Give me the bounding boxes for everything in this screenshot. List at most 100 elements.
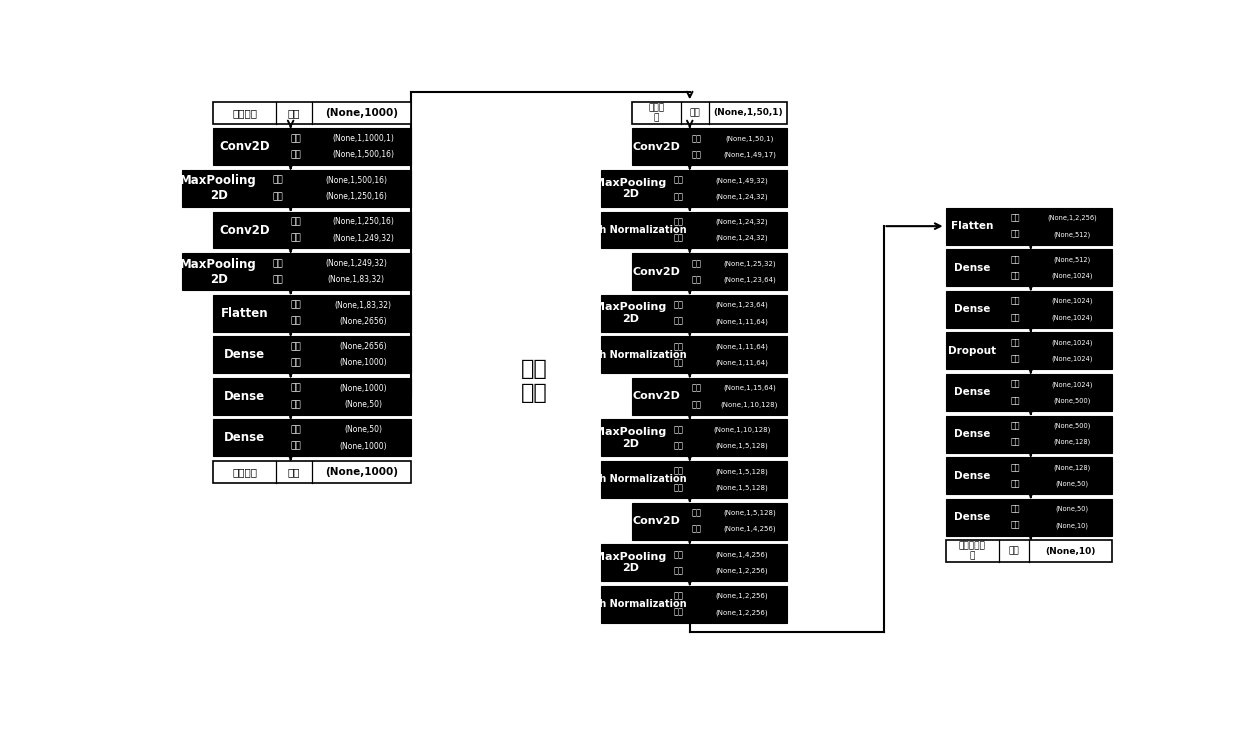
Text: (None,1,2,256): (None,1,2,256) [715, 592, 769, 599]
Text: (None,1000): (None,1000) [325, 467, 398, 477]
Text: Conv2D: Conv2D [632, 392, 681, 401]
Text: 输入: 输入 [290, 425, 301, 434]
Text: 输入: 输入 [1011, 213, 1021, 222]
Text: (None,1,24,32): (None,1,24,32) [715, 219, 769, 225]
Text: Dropout: Dropout [949, 346, 996, 356]
Text: (None,1,2,256): (None,1,2,256) [715, 609, 769, 615]
Text: (None,1,1000,1): (None,1,1000,1) [332, 134, 394, 144]
Text: 输出: 输出 [673, 483, 683, 492]
Text: (None,1,25,32): (None,1,25,32) [723, 261, 776, 266]
Bar [600, 544, 786, 581]
Bar [945, 208, 1112, 244]
Bar [945, 540, 1112, 562]
Text: (None,2656): (None,2656) [340, 316, 387, 326]
Text: (None,500): (None,500) [1054, 422, 1091, 429]
Text: (None,1,11,64): (None,1,11,64) [715, 360, 769, 366]
Text: (None,1,5,128): (None,1,5,128) [723, 509, 776, 516]
Text: 输出: 输出 [1008, 547, 1019, 556]
Text: 输出: 输出 [692, 275, 702, 284]
Text: 输入: 输入 [673, 467, 683, 476]
Text: 输入: 输入 [673, 342, 683, 351]
Text: (None,1,250,16): (None,1,250,16) [332, 217, 394, 227]
Text: 输入: 输入 [692, 259, 702, 268]
Text: 输入: 输入 [1011, 255, 1021, 264]
Text: (None,1,49,17): (None,1,49,17) [723, 152, 776, 158]
Text: 输入: 输入 [273, 176, 284, 185]
Text: (None,1,24,32): (None,1,24,32) [715, 194, 769, 199]
Text: 输入: 输入 [273, 259, 284, 268]
Text: (None,1,249,32): (None,1,249,32) [332, 233, 394, 243]
Text: (None,1,250,16): (None,1,250,16) [325, 192, 387, 201]
Bar [182, 170, 410, 207]
Text: 输出: 输出 [692, 400, 702, 409]
Text: 输出: 输出 [273, 192, 284, 201]
Bar [213, 128, 410, 166]
Bar [945, 250, 1112, 286]
Text: (None,1,83,32): (None,1,83,32) [327, 275, 384, 284]
Text: (None,128): (None,128) [1054, 439, 1091, 445]
Text: 输出: 输出 [288, 467, 300, 477]
Text: 输出: 输出 [290, 233, 301, 243]
Text: 输出: 输出 [290, 400, 301, 409]
Text: 输入: 输入 [1011, 505, 1021, 514]
Text: Dense: Dense [954, 429, 991, 439]
Text: MaxPooling
2D: MaxPooling 2D [594, 302, 667, 324]
Text: 输出: 输出 [673, 233, 683, 243]
Text: 输入: 输入 [290, 300, 301, 310]
Bar [945, 374, 1112, 411]
Text: Dense: Dense [954, 304, 991, 314]
Text: (None,1,23,64): (None,1,23,64) [715, 302, 769, 308]
Text: (None,1,500,16): (None,1,500,16) [332, 150, 394, 160]
Bar [631, 102, 786, 124]
Text: (None,1,2,256): (None,1,2,256) [715, 567, 769, 574]
Text: 输出: 输出 [692, 150, 702, 160]
Text: Flatten: Flatten [951, 221, 993, 231]
Text: Dense: Dense [224, 431, 265, 445]
Text: (None,1,83,32): (None,1,83,32) [335, 300, 392, 310]
Text: Conv2D: Conv2D [632, 516, 681, 526]
Text: (None,512): (None,512) [1054, 231, 1091, 238]
Text: (None,1024): (None,1024) [1052, 272, 1092, 279]
Text: MaxPooling
2D: MaxPooling 2D [180, 174, 257, 202]
Text: (None,1,2,256): (None,1,2,256) [1048, 215, 1097, 222]
Text: 输入: 输入 [288, 108, 300, 118]
Text: 输出: 输出 [1011, 313, 1021, 322]
Text: (None,1,5,128): (None,1,5,128) [715, 468, 769, 475]
Text: MaxPooling
2D: MaxPooling 2D [594, 177, 667, 199]
Bar [600, 461, 786, 498]
Bar [945, 457, 1112, 494]
Text: Flatten: Flatten [221, 307, 269, 319]
Text: 输入: 输入 [673, 217, 683, 227]
Text: 输入: 输入 [1011, 297, 1021, 305]
Text: 输入: 输入 [689, 108, 701, 118]
Text: 输入: 输入 [692, 134, 702, 144]
Text: 输出: 输出 [673, 192, 683, 201]
Text: 输出: 输出 [273, 275, 284, 284]
Text: 输入: 输入 [673, 592, 683, 601]
Text: 输出: 输出 [1011, 396, 1021, 405]
Text: 输出: 输出 [673, 566, 683, 576]
Text: Batch Normalization: Batch Normalization [574, 599, 686, 609]
Text: (None,1,10,128): (None,1,10,128) [713, 427, 771, 433]
Text: Conv2D: Conv2D [219, 224, 270, 236]
Bar [213, 336, 410, 373]
Text: 输入: 输入 [290, 217, 301, 227]
Text: 输入: 输入 [290, 383, 301, 393]
Text: (None,1,5,128): (None,1,5,128) [715, 484, 769, 491]
Bar [213, 378, 410, 415]
Text: (None,1024): (None,1024) [1052, 339, 1092, 346]
Text: 输入: 输入 [290, 342, 301, 351]
Text: Dense: Dense [224, 348, 265, 361]
Text: 输入: 输入 [1011, 422, 1021, 431]
Bar [600, 170, 786, 207]
Bar [945, 333, 1112, 369]
Text: (None,1,24,32): (None,1,24,32) [715, 235, 769, 241]
Text: Batch Normalization: Batch Normalization [574, 475, 686, 484]
Text: 输出: 输出 [290, 316, 301, 326]
Text: 输出: 输出 [290, 358, 301, 367]
Text: 输出: 输出 [1011, 230, 1021, 238]
Text: MaxPooling
2D: MaxPooling 2D [180, 258, 257, 286]
Text: 输出: 输出 [290, 442, 301, 450]
Bar [213, 294, 410, 332]
Text: 输入: 输入 [673, 425, 683, 434]
